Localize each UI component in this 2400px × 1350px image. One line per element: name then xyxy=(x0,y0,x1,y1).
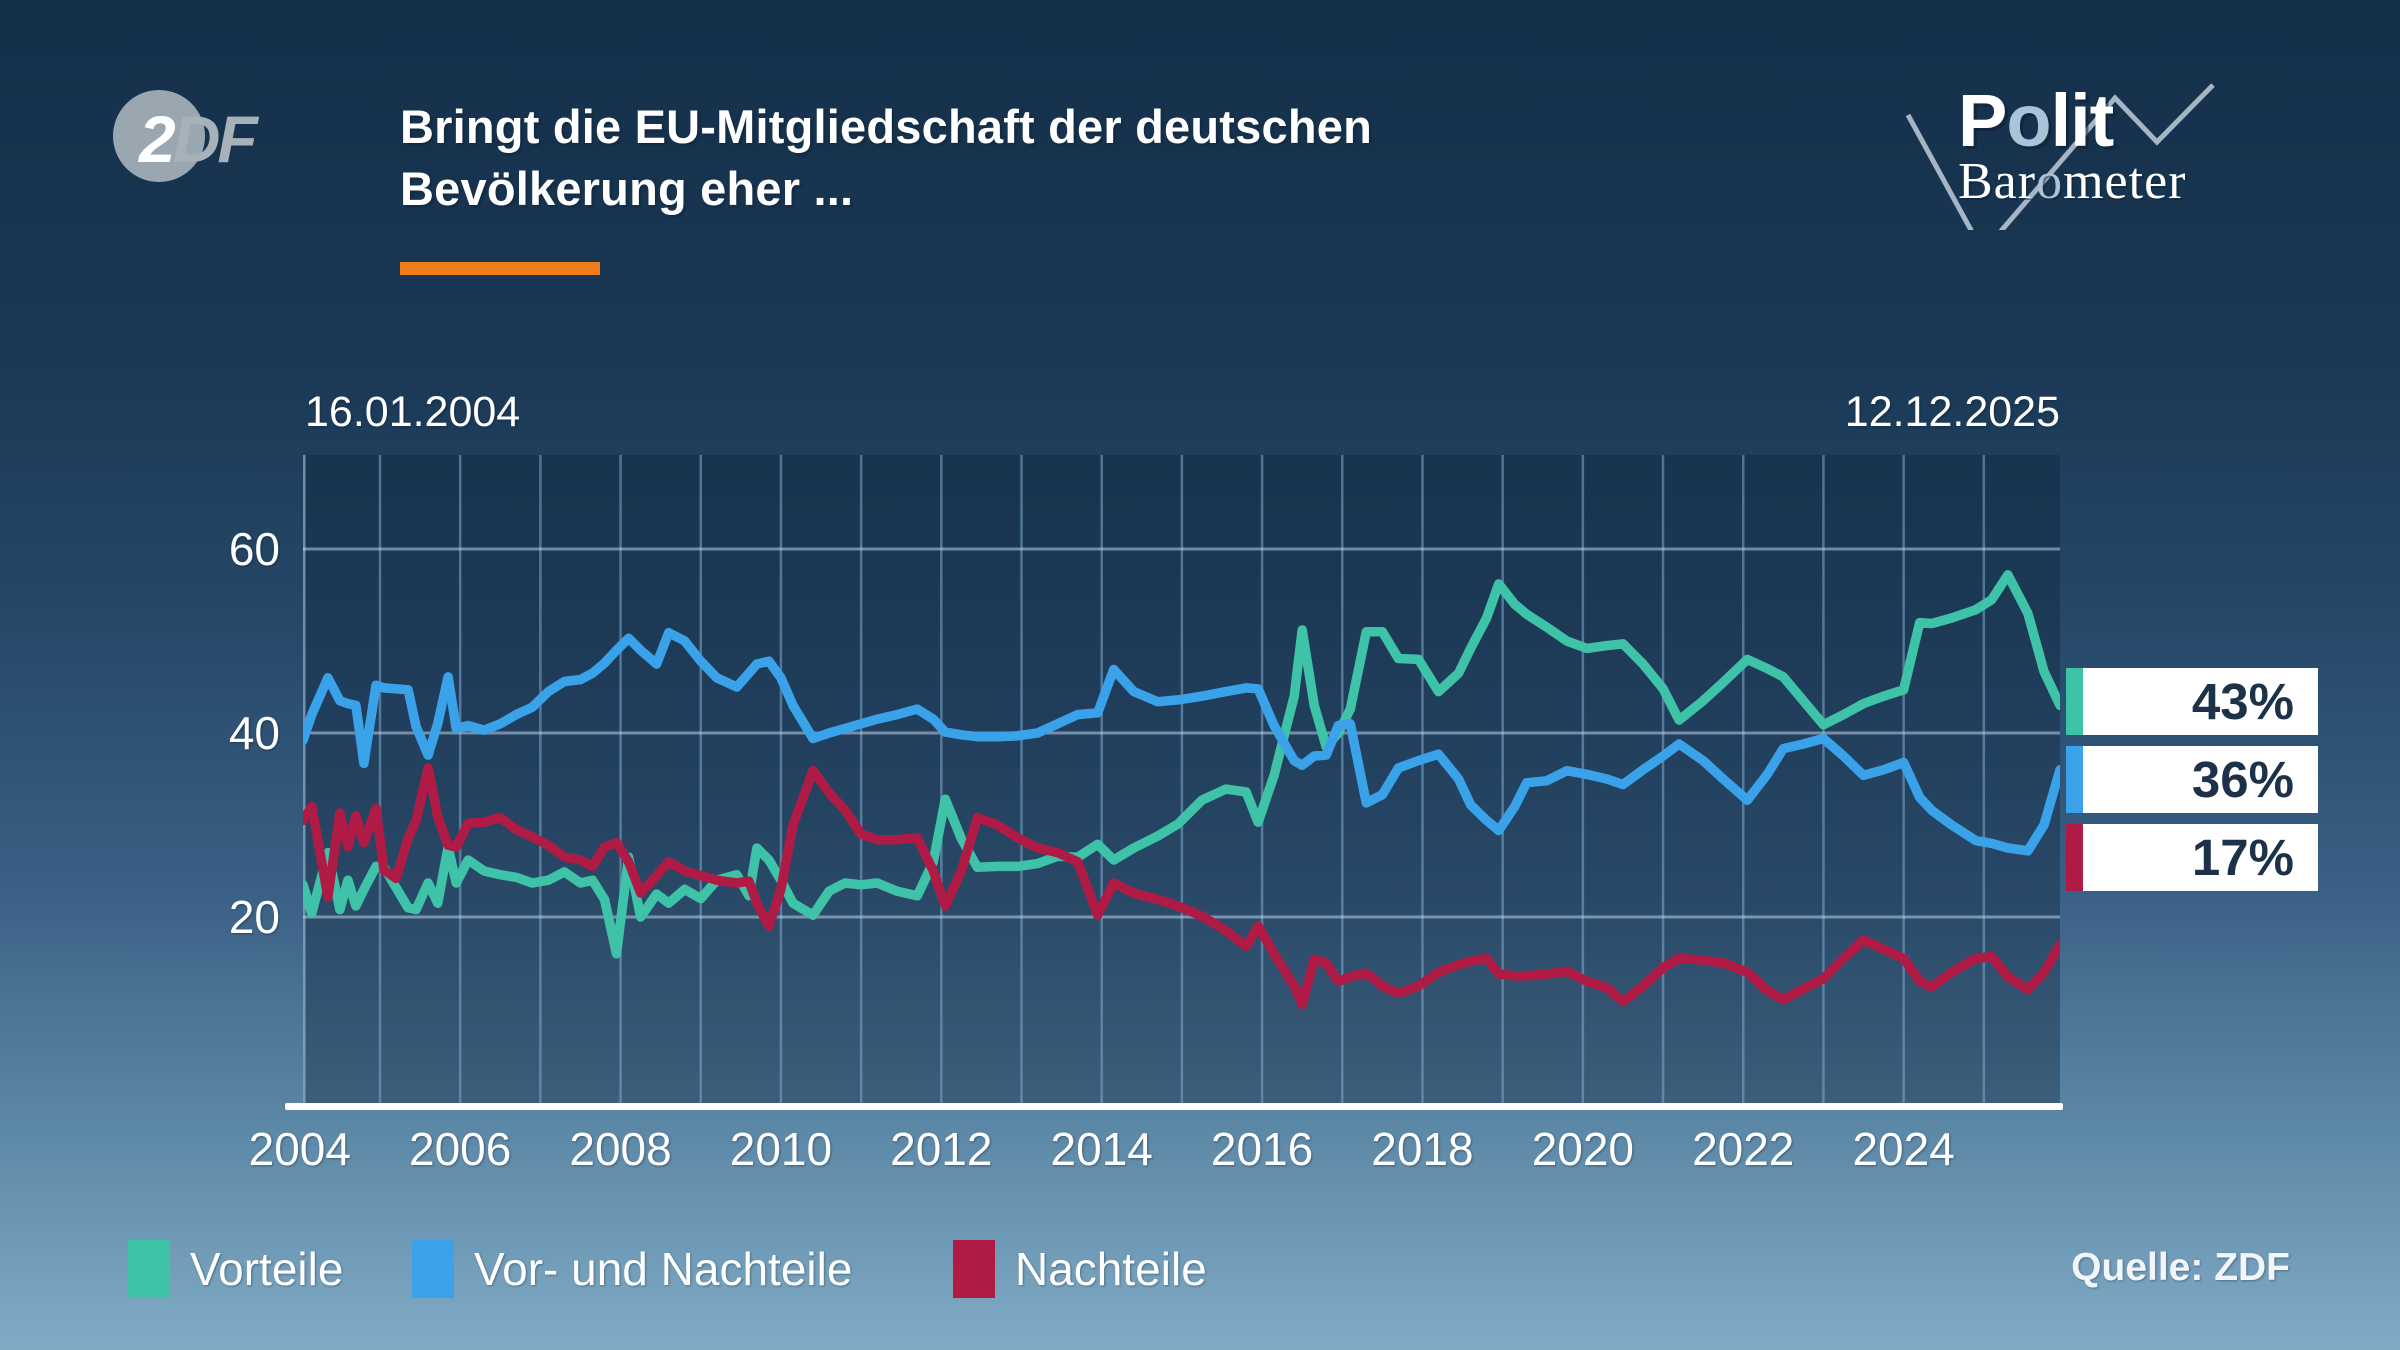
x-axis-baseline xyxy=(285,1103,2063,1110)
chart-plot-area xyxy=(303,455,2060,1108)
chart-end-date: 12.12.2025 xyxy=(1844,388,2060,436)
legend-item-vorteile: Vorteile xyxy=(128,1238,343,1300)
line-chart xyxy=(303,455,2060,1108)
legend-label: Vor- und Nachteile xyxy=(474,1243,853,1295)
zdf-logo-circle xyxy=(113,90,205,182)
value-box-color-strip xyxy=(2066,746,2083,813)
x-tick-label: 2016 xyxy=(1210,1123,1314,1175)
source-credit: Quelle: ZDF xyxy=(2071,1246,2290,1289)
x-tick-label: 2022 xyxy=(1692,1123,1795,1175)
page-title: Bringt die EU-Mitgliedschaft der deutsch… xyxy=(400,96,1800,220)
x-tick-label: 2012 xyxy=(890,1123,993,1175)
x-tick-label: 2020 xyxy=(1531,1123,1635,1175)
y-tick-label: 20 xyxy=(228,891,280,943)
title-accent-bar xyxy=(400,262,600,275)
series-line-vor-und-nachteile xyxy=(303,627,2060,856)
x-tick-label: 2010 xyxy=(729,1123,833,1175)
series-line-nachteile xyxy=(303,763,2060,1010)
value-box-text: 17% xyxy=(2191,829,2294,886)
politbarometer-logo: Polit Barometer xyxy=(1900,60,2260,230)
title-line-1: Bringt die EU-Mitgliedschaft der deutsch… xyxy=(400,100,1372,153)
x-tick-label: 2024 xyxy=(1852,1123,1955,1175)
y-tick-label: 60 xyxy=(228,523,280,575)
legend-swatch xyxy=(412,1240,454,1298)
x-tick-label: 2018 xyxy=(1371,1123,1474,1175)
value-box-vor-und-nachteile: 36% xyxy=(2066,746,2318,813)
x-tick-label: 2006 xyxy=(409,1123,512,1175)
y-tick-label: 40 xyxy=(228,707,280,759)
polit-logo-line2: Barometer xyxy=(1958,153,2187,210)
chart-start-date: 16.01.2004 xyxy=(305,388,521,436)
value-box-vorteile: 43% xyxy=(2066,668,2318,735)
polit-logo-line1: Polit xyxy=(1958,79,2114,162)
value-box-text: 43% xyxy=(2191,673,2294,730)
legend-label: Nachteile xyxy=(1015,1243,1207,1295)
legend-item-vor-und-nachteile: Vor- und Nachteile xyxy=(412,1238,852,1300)
x-tick-label: 2014 xyxy=(1050,1123,1153,1175)
legend-label: Vorteile xyxy=(190,1243,344,1295)
legend-item-nachteile: Nachteile xyxy=(953,1238,1207,1300)
value-box-nachteile: 17% xyxy=(2066,824,2318,891)
title-line-2: Bevölkerung eher ... xyxy=(400,162,854,216)
zdf-logo-text: 2DF xyxy=(139,102,258,176)
x-tick-label: 2008 xyxy=(569,1123,672,1175)
value-box-color-strip xyxy=(2066,668,2083,735)
x-tick-label: 2004 xyxy=(248,1123,351,1175)
value-box-color-strip xyxy=(2066,824,2083,891)
zdf-logo-icon: 2DF xyxy=(113,90,293,185)
value-box-text: 36% xyxy=(2191,751,2294,808)
legend-swatch xyxy=(953,1240,995,1298)
checkmark-icon xyxy=(1905,83,2215,230)
legend-swatch xyxy=(128,1240,170,1298)
